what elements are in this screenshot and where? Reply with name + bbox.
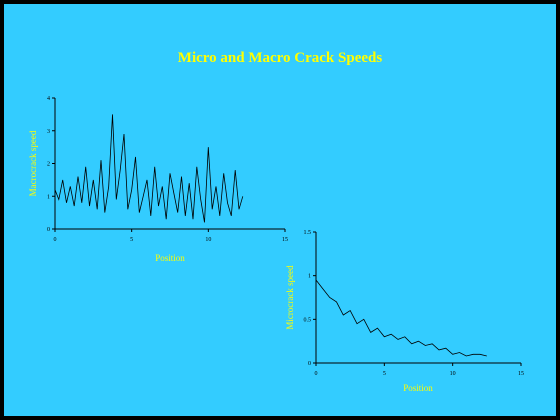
y-tick-label: 3 (47, 129, 50, 135)
chart-title: Micro and Macro Crack Speeds (177, 50, 383, 66)
y-axis-label: Microcrack speed (285, 265, 295, 330)
series-line (54, 114, 244, 223)
x-tick-label: 0 (54, 237, 57, 243)
x-tick-label: 10 (205, 237, 211, 243)
y-axis-label: Macrocrack speed (28, 130, 38, 196)
y-tick-label: 1.5 (304, 230, 312, 236)
y-tick-label: 4 (47, 96, 50, 102)
x-tick-label: 15 (282, 237, 288, 243)
series-line (315, 279, 487, 357)
x-axis-label: Position (155, 253, 185, 263)
x-tick-label: 5 (383, 371, 386, 377)
y-tick-label: 0.5 (304, 317, 312, 323)
y-tick-label: 1 (47, 194, 50, 200)
y-tick-label: 0 (308, 361, 311, 367)
x-tick-label: 15 (518, 371, 524, 377)
x-axis-label: Position (403, 383, 433, 393)
x-tick-label: 5 (130, 237, 133, 243)
x-tick-label: 10 (450, 371, 456, 377)
y-tick-label: 2 (47, 162, 50, 168)
x-tick-label: 0 (315, 371, 318, 377)
y-tick-label: 1 (308, 274, 311, 280)
y-tick-label: 0 (47, 227, 50, 233)
